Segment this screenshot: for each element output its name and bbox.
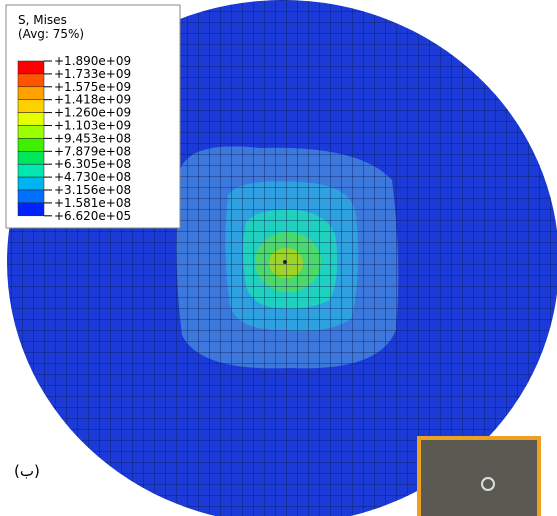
legend-label: +7.879e+08 [54, 144, 131, 158]
center-point [283, 260, 287, 264]
legend-label: +6.620e+05 [54, 209, 131, 223]
legend-swatch [17, 60, 45, 75]
legend-subtitle: (Avg: 75%) [18, 27, 84, 41]
legend-swatch [17, 125, 45, 139]
legend-swatch [17, 163, 45, 178]
inset-photo [417, 436, 541, 516]
legend-label: +4.730e+08 [54, 170, 131, 184]
legend-label: +1.418e+09 [54, 93, 131, 107]
photo-frame [417, 436, 541, 516]
legend-title: S, Mises [18, 13, 67, 27]
legend-label: +1.103e+09 [54, 119, 131, 133]
legend-label: +1.581e+08 [54, 196, 131, 210]
legend-label: +6.305e+08 [54, 157, 131, 171]
legend-label: +3.156e+08 [54, 183, 131, 197]
legend: S, Mises (Avg: 75%) +1.890e+09+1.733e+09… [5, 4, 181, 229]
legend-swatch [17, 189, 45, 204]
legend-swatch [17, 112, 45, 126]
legend-swatch [17, 73, 45, 88]
legend-swatch [17, 202, 45, 217]
legend-label: +1.260e+09 [54, 106, 131, 120]
photo-mark [481, 477, 495, 491]
legend-swatch [17, 151, 45, 165]
legend-label: +1.890e+09 [54, 54, 131, 68]
caption: (ب) [14, 462, 40, 480]
legend-swatch [17, 99, 45, 113]
legend-label: +1.575e+09 [54, 80, 131, 94]
legend-swatch [17, 138, 45, 152]
legend-label: +9.453e+08 [54, 131, 131, 145]
legend-label: +1.733e+09 [54, 67, 131, 81]
legend-swatch [17, 176, 45, 191]
legend-swatch [17, 86, 45, 100]
